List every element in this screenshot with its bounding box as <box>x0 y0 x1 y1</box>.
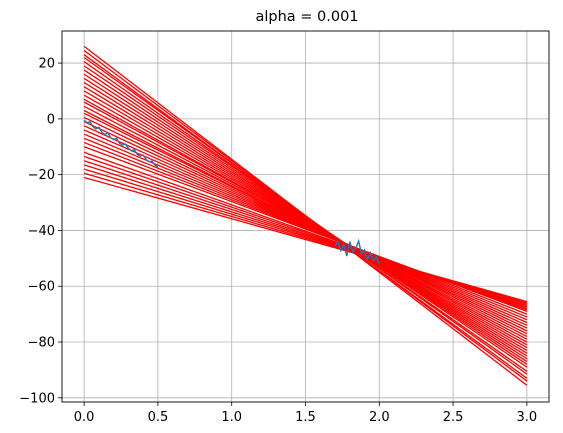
y-tick-label: −40 <box>28 224 55 239</box>
x-tick-label: 2.0 <box>369 410 390 425</box>
ticks: 0.0 0.5 1.0 1.5 2.0 2.5 3.0 −100 −80 −60 −40 −20 0 20 <box>19 57 537 425</box>
chart-title: alpha = 0.001 <box>255 9 358 25</box>
y-tick-label: −80 <box>28 336 55 351</box>
x-tick-label: 2.5 <box>443 410 464 425</box>
y-tick-label: −60 <box>28 280 55 295</box>
y-tick-label: −100 <box>19 391 55 406</box>
y-tick-label: 20 <box>38 57 55 72</box>
x-tick-label: 0.0 <box>74 410 95 425</box>
x-tick-label: 1.0 <box>221 410 242 425</box>
x-tick-label: 1.5 <box>295 410 316 425</box>
y-tick-label: 0 <box>47 112 55 127</box>
x-tick-label: 3.0 <box>517 410 538 425</box>
y-tick-label: −20 <box>28 168 55 183</box>
x-tick-label: 0.5 <box>148 410 169 425</box>
